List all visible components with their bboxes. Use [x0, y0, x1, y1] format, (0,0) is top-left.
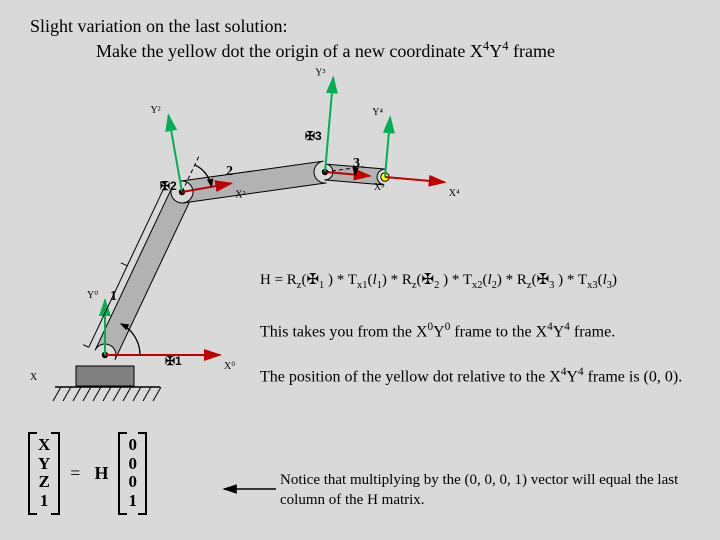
text-takes: This takes you from the X0Y0 frame to th…: [260, 320, 700, 343]
svg-text:X⁰: X⁰: [224, 361, 235, 372]
length-label: 3: [353, 156, 360, 171]
link-2: [180, 161, 326, 203]
matrix-right: 0001: [118, 432, 147, 515]
length-label: 2: [226, 164, 233, 179]
svg-text:X: X: [30, 372, 38, 383]
note-arrow: [220, 480, 278, 498]
theta-label: ✠3: [305, 129, 322, 143]
text-position: The position of the yellow dot relative …: [260, 365, 700, 388]
equals-1: =: [66, 463, 84, 484]
svg-text:Y⁴: Y⁴: [372, 107, 383, 118]
svg-text:X³: X³: [374, 182, 384, 193]
svg-text:X⁴: X⁴: [449, 188, 460, 199]
transform-formula: H = Rz(✠1 ) * Tx1(l1) * Rz(✠2 ) * Tx2(l2…: [260, 270, 617, 291]
link-1: [95, 187, 192, 359]
matrix-equation: XYZ1 = H 0001: [28, 432, 147, 515]
svg-text:X²: X²: [235, 189, 245, 200]
svg-text:Y²: Y²: [150, 105, 160, 116]
svg-text:Y³: Y³: [315, 67, 325, 78]
svg-text:Y⁰: Y⁰: [87, 290, 98, 301]
text-note: Notice that multiplying by the (0, 0, 0,…: [280, 470, 700, 511]
theta-label: ✠1: [165, 354, 182, 368]
matrix-left: XYZ1: [28, 432, 60, 515]
length-label: 1: [110, 289, 117, 304]
matrix-H: H: [90, 463, 112, 484]
